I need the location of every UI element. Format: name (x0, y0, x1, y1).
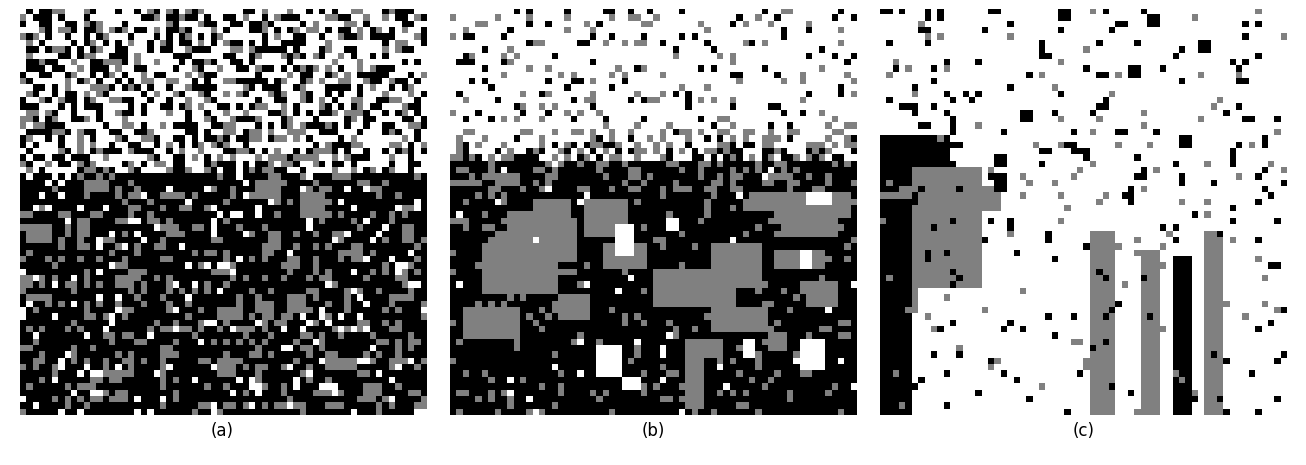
X-axis label: (a): (a) (212, 422, 234, 439)
X-axis label: (b): (b) (641, 422, 665, 439)
X-axis label: (c): (c) (1072, 422, 1094, 439)
